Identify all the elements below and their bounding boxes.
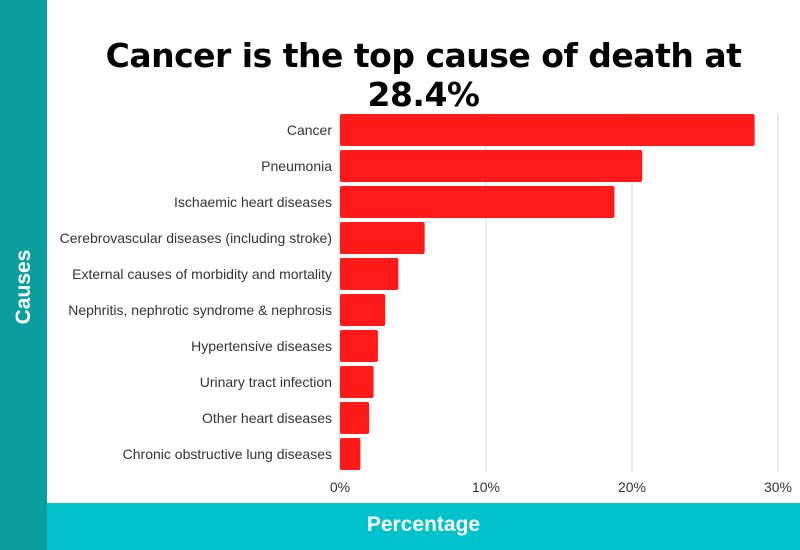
category-label: Ischaemic heart diseases <box>174 194 332 210</box>
bar <box>340 294 386 326</box>
x-tick-label: 20% <box>618 479 646 495</box>
bar <box>340 222 425 254</box>
category-label: Nephritis, nephrotic syndrome & nephrosi… <box>68 302 332 318</box>
category-label: Pneumonia <box>261 158 332 174</box>
y-axis-band: Causes <box>0 0 47 550</box>
bar <box>340 366 374 398</box>
bar <box>340 330 378 362</box>
bar <box>340 114 755 146</box>
bar <box>340 150 643 182</box>
bar <box>340 402 370 434</box>
category-label: External causes of morbidity and mortali… <box>72 266 332 282</box>
bar <box>340 186 615 218</box>
chart-title: Cancer is the top cause of death at 28.4… <box>105 36 742 114</box>
x-axis-band: Percentage <box>47 503 800 550</box>
x-tick-label: 0% <box>330 479 350 495</box>
category-label: Cerebrovascular diseases (including stro… <box>60 230 332 246</box>
category-label: Hypertensive diseases <box>191 338 332 354</box>
category-label: Cancer <box>287 122 332 138</box>
x-tick-label: 10% <box>472 479 500 495</box>
category-label: Urinary tract infection <box>200 374 332 390</box>
bar <box>340 438 361 470</box>
bar <box>340 258 399 290</box>
category-label: Chronic obstructive lung diseases <box>123 446 332 462</box>
x-axis-label: Percentage <box>366 513 481 536</box>
category-label: Other heart diseases <box>202 410 332 426</box>
x-tick-label: 30% <box>764 479 792 495</box>
